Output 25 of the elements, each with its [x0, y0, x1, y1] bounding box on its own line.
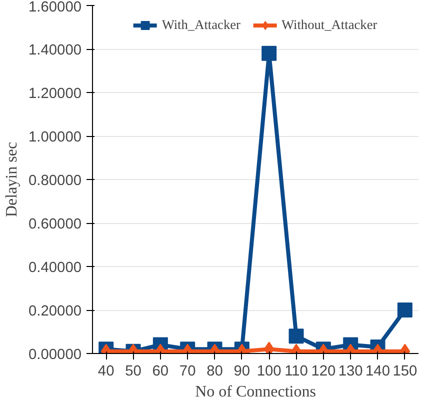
x-tick-label: 130	[338, 364, 363, 380]
x-tick-label: 90	[234, 364, 250, 380]
x-tick-label: 60	[152, 364, 169, 380]
y-tick-label: 1.20000	[28, 86, 82, 102]
x-tick-label: 110	[284, 364, 308, 380]
x-tick-label: 140	[366, 364, 390, 380]
y-tick-label: 1.00000	[28, 130, 82, 146]
x-tick-label: 120	[311, 364, 336, 380]
y-tick-label: 0.20000	[28, 304, 82, 320]
y-tick-label: 0.80000	[28, 173, 82, 189]
x-tick-label: 150	[392, 364, 418, 380]
y-tick-label: 0.00000	[28, 347, 82, 363]
x-tick-label: 100	[256, 364, 282, 380]
legend-label: Without_Attacker	[281, 17, 378, 33]
x-tick-label: 80	[206, 364, 223, 380]
x-tick-label: 70	[179, 364, 196, 380]
x-tick-label: 40	[98, 364, 114, 380]
x-tick-label: 50	[125, 364, 142, 380]
y-tick-label: 1.60000	[28, 0, 82, 16]
y-axis-title: Delayin sec	[4, 142, 21, 218]
y-tick-label: 0.40000	[28, 260, 82, 276]
y-tick-label: 0.60000	[28, 216, 82, 232]
x-axis-title: No of Connections	[195, 384, 316, 400]
y-tick-label: 1.40000	[28, 42, 82, 58]
legend-label: With_Attacker	[162, 17, 240, 33]
